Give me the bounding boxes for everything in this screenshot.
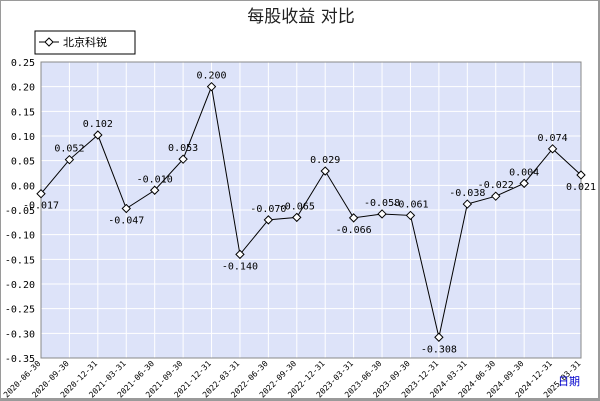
data-point bbox=[377, 209, 387, 219]
data-label: 0.029 bbox=[310, 155, 340, 166]
data-point bbox=[405, 210, 416, 221]
data-label: -0.058 bbox=[364, 198, 400, 209]
data-label: -0.140 bbox=[222, 261, 258, 272]
series-line bbox=[40, 84, 582, 338]
data-point bbox=[547, 144, 558, 154]
data-point bbox=[491, 191, 501, 201]
data-label: 0.053 bbox=[168, 143, 198, 154]
data-label: -0.070 bbox=[250, 204, 286, 215]
data-point bbox=[263, 215, 274, 225]
data-point bbox=[178, 154, 188, 164]
data-label: 0.052 bbox=[54, 144, 84, 155]
y-axis: 0.25 0.20 0.15 0.10 0.05 0.00 -0.05 -0.10 -0.15 -… bbox=[5, 58, 35, 365]
y-tick-label: -0.05 bbox=[5, 206, 35, 217]
y-tick-label: 0.05 bbox=[11, 157, 35, 168]
y-tick-label: 0.25 bbox=[11, 58, 35, 69]
chart-title: 每股收益 对比 bbox=[247, 7, 354, 27]
y-tick-label: -0.30 bbox=[5, 329, 35, 340]
data-labels: -0.017 0.052 0.102 -0.047 -0.010 0.053 0.200 -0… bbox=[23, 71, 596, 356]
legend-box bbox=[34, 30, 136, 55]
legend-marker-icon bbox=[44, 37, 54, 47]
data-label: 0.021 bbox=[566, 182, 596, 193]
data-label: -0.017 bbox=[23, 201, 59, 212]
y-tick-label: -0.15 bbox=[5, 255, 35, 266]
data-label: -0.061 bbox=[392, 199, 428, 210]
series-markers bbox=[36, 81, 586, 342]
data-label: 0.074 bbox=[538, 133, 568, 144]
plot-border bbox=[40, 61, 582, 359]
data-point bbox=[576, 170, 586, 180]
data-label: -0.066 bbox=[336, 225, 372, 236]
period-label: 日期 bbox=[558, 375, 580, 388]
data-label: -0.308 bbox=[421, 344, 457, 355]
data-label: 0.200 bbox=[196, 71, 226, 82]
data-label: -0.065 bbox=[279, 201, 315, 212]
data-label: -0.022 bbox=[478, 180, 514, 191]
y-tick-label: 0.20 bbox=[11, 83, 35, 94]
y-tick-label: -0.25 bbox=[5, 305, 35, 316]
data-point bbox=[519, 178, 529, 189]
data-label: 0.102 bbox=[83, 119, 113, 130]
data-point bbox=[121, 203, 131, 214]
y-tick-label: -0.35 bbox=[5, 354, 35, 365]
data-point bbox=[434, 332, 444, 342]
data-label: 0.004 bbox=[509, 167, 539, 178]
data-label: -0.038 bbox=[449, 188, 485, 199]
data-point bbox=[235, 249, 245, 260]
y-tick-label: -0.10 bbox=[5, 231, 35, 242]
data-label: -0.047 bbox=[108, 216, 144, 227]
data-point bbox=[64, 154, 75, 165]
y-tick-label: 0.15 bbox=[11, 107, 35, 118]
data-point bbox=[462, 199, 473, 209]
data-point bbox=[348, 213, 359, 223]
data-point bbox=[93, 130, 103, 140]
data-point bbox=[206, 81, 217, 92]
y-tick-label: 0.00 bbox=[11, 181, 35, 192]
data-label: -0.010 bbox=[137, 174, 173, 185]
x-axis: 2020-06-302020-09-302020-12-312021-03-31… bbox=[2, 359, 583, 400]
y-tick-label: 0.10 bbox=[11, 132, 35, 143]
data-point bbox=[292, 212, 302, 223]
legend: 北京科锐 bbox=[34, 30, 136, 55]
data-point bbox=[320, 166, 330, 176]
y-tick-label: -0.20 bbox=[5, 280, 35, 291]
data-point bbox=[149, 185, 160, 195]
gridlines bbox=[40, 61, 582, 359]
data-point bbox=[36, 189, 46, 199]
legend-label: 北京科锐 bbox=[63, 35, 107, 49]
